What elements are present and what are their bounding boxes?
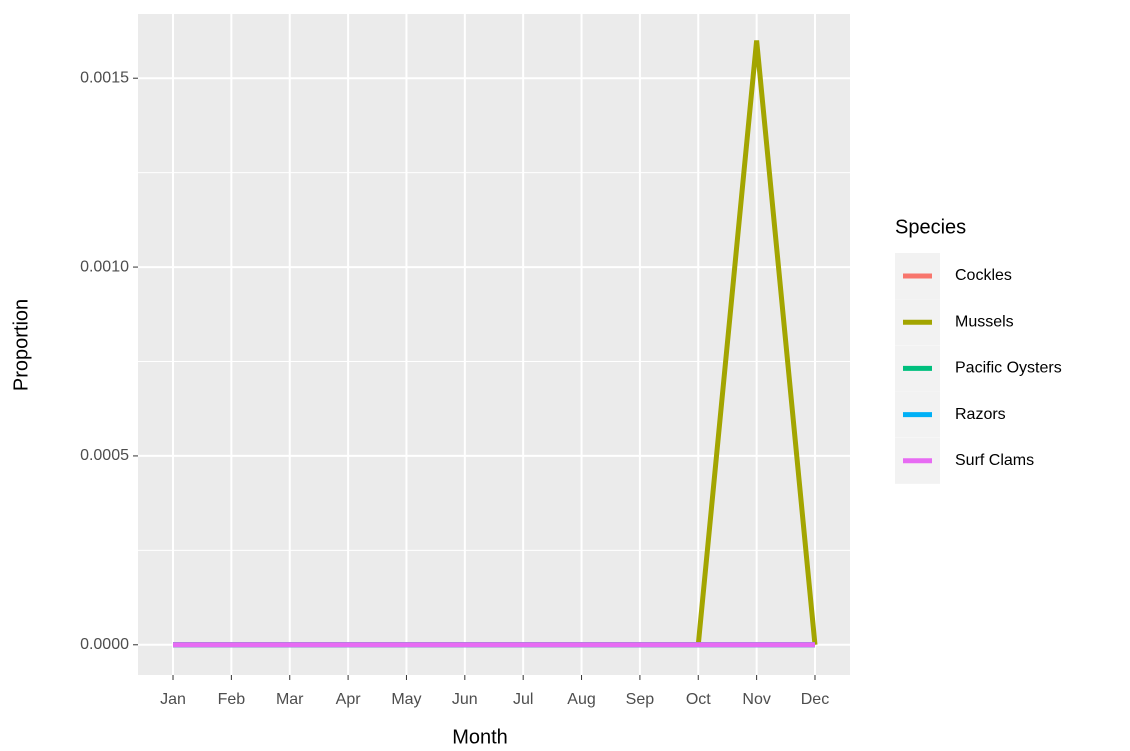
y-tick-label: 0.0010 xyxy=(80,258,129,275)
x-tick-label: Jul xyxy=(513,691,533,708)
legend-title: Species xyxy=(895,216,966,238)
x-tick-label: Aug xyxy=(567,691,595,708)
legend-label: Pacific Oysters xyxy=(955,360,1062,377)
x-tick-label: Feb xyxy=(218,691,246,708)
x-tick-label: Sep xyxy=(626,691,655,708)
x-tick-label: Dec xyxy=(801,691,829,708)
y-axis-title: Proportion xyxy=(10,299,32,391)
x-tick-label: Apr xyxy=(336,691,362,708)
legend-label: Razors xyxy=(955,406,1006,423)
legend-label: Surf Clams xyxy=(955,452,1034,469)
x-tick-label: Jun xyxy=(452,691,478,708)
x-tick-label: Oct xyxy=(686,691,711,708)
legend-label: Mussels xyxy=(955,313,1014,330)
x-tick-label: Nov xyxy=(742,691,770,708)
x-tick-label: May xyxy=(391,691,421,708)
y-tick-label: 0.0005 xyxy=(80,447,129,464)
x-tick-label: Mar xyxy=(276,691,304,708)
y-tick-label: 0.0015 xyxy=(80,69,129,86)
x-axis-title: Month xyxy=(452,726,508,748)
y-tick-label: 0.0000 xyxy=(80,636,129,653)
x-tick-label: Jan xyxy=(160,691,186,708)
plot-panel xyxy=(138,14,850,675)
legend-label: Cockles xyxy=(955,267,1012,284)
